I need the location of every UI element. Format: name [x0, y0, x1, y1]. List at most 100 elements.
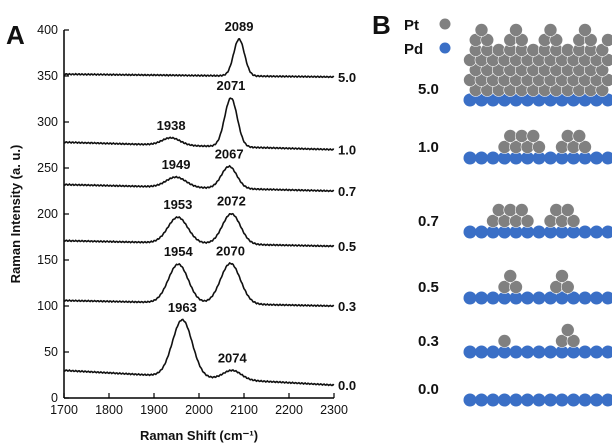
pt-atom — [503, 269, 518, 283]
pd-atom — [590, 345, 603, 359]
pt-atom — [560, 43, 575, 57]
pt-atom — [514, 129, 529, 143]
pt-atom — [560, 203, 575, 217]
pt-atom — [509, 280, 523, 294]
pd-atom — [601, 393, 612, 407]
model-row-label: 5.0 — [418, 81, 439, 98]
pt-atom — [526, 129, 541, 143]
pd-atom — [498, 393, 511, 407]
pd-atom — [498, 93, 511, 107]
pd-atom — [486, 291, 500, 305]
pd-atom — [463, 93, 477, 107]
pd-atom — [509, 393, 523, 407]
pd-atom — [555, 93, 569, 107]
pd-atom — [601, 345, 612, 359]
y-tick-label: 200 — [37, 207, 58, 221]
y-tick-label: 250 — [37, 161, 58, 175]
pd-atom — [509, 225, 523, 239]
model-row-label: 0.0 — [418, 381, 439, 398]
pd-atom — [544, 93, 557, 107]
series-label: 0.3 — [338, 299, 356, 314]
pd-atom — [555, 151, 569, 165]
raman-chart: 1700 1800 1900 2000 2100 2200 2300 0 50 100 150 20… — [8, 19, 356, 443]
series-label: 0.7 — [338, 184, 356, 199]
peak-label: 1938 — [157, 118, 186, 133]
pd-atom — [555, 291, 569, 305]
x-ticks: 1700 1800 1900 2000 2100 2200 2300 — [50, 393, 348, 417]
legend-label: Pt — [404, 17, 419, 34]
pt-atom — [560, 129, 575, 143]
pt-atom — [578, 140, 592, 154]
x-axis-label: Raman Shift (cm⁻¹) — [140, 428, 258, 443]
pd-atom — [475, 225, 488, 239]
pd-atom — [567, 345, 580, 359]
peak-label: 2071 — [216, 78, 245, 93]
pd-atom — [567, 93, 580, 107]
x-tick-label: 2300 — [320, 403, 348, 417]
pd-atom — [475, 151, 488, 165]
x-tick-label: 2200 — [275, 403, 303, 417]
pt-atom — [520, 214, 535, 228]
pd-atom — [578, 93, 592, 107]
y-tick-label: 350 — [37, 69, 58, 83]
y-tick-label: 300 — [37, 115, 58, 129]
pd-atom — [601, 225, 612, 239]
peak-label: 2070 — [216, 243, 245, 258]
legend-label: Pd — [404, 41, 423, 58]
pd-atom — [532, 225, 546, 239]
pt-atom — [491, 43, 506, 57]
atomic-models: 5.0 1.0 0.7 0.5 0.3 0.0 — [418, 23, 612, 407]
peak-label: 1954 — [164, 244, 194, 259]
pd-atom — [555, 345, 569, 359]
pd-atom — [532, 151, 546, 165]
pt-atom — [503, 203, 518, 217]
y-tick-label: 100 — [37, 299, 58, 313]
pd-atom — [578, 291, 592, 305]
pd-atom — [578, 393, 592, 407]
y-tick-label: 50 — [44, 345, 58, 359]
pd-atom — [532, 393, 546, 407]
pt-atom — [532, 140, 546, 154]
series-label: 0.5 — [338, 239, 356, 254]
pd-atom — [521, 393, 534, 407]
pt-atom — [555, 269, 569, 283]
pd-atom — [463, 393, 477, 407]
model-row-label: 0.3 — [418, 333, 439, 350]
pd-atom — [475, 345, 488, 359]
pd-atom — [521, 93, 534, 107]
spectrum-line — [63, 164, 335, 193]
pt-atom — [560, 280, 575, 294]
pt-atom — [514, 203, 529, 217]
y-ticks: 0 50 100 150 200 250 300 350 400 — [37, 23, 69, 405]
spectrum-line — [63, 97, 335, 152]
pt-atom — [509, 23, 523, 37]
pd-atom — [590, 393, 603, 407]
peak-label: 1963 — [168, 300, 197, 315]
pd-atom — [509, 151, 523, 165]
pd-atom — [509, 345, 523, 359]
pd-atom — [463, 345, 477, 359]
pd-legend-marker — [439, 42, 451, 54]
pd-atom — [509, 93, 523, 107]
pd-atom — [521, 291, 534, 305]
peak-label: 1953 — [163, 197, 192, 212]
peak-label: 2089 — [225, 19, 254, 34]
spectrum-line — [63, 212, 335, 248]
pd-atom — [601, 93, 612, 107]
pt-legend-marker — [439, 18, 451, 30]
pd-atom — [590, 93, 603, 107]
pd-atom — [555, 225, 569, 239]
panel-b-letter: B — [372, 10, 391, 40]
pd-atom — [498, 225, 511, 239]
pt-atom — [578, 23, 592, 37]
pd-atom — [498, 291, 511, 305]
pt-atom — [566, 214, 581, 228]
pd-atom — [463, 225, 477, 239]
pt-atom — [560, 323, 575, 337]
pd-atom — [590, 291, 603, 305]
series-label: 5.0 — [338, 70, 356, 85]
peak-labels: 2089 1938 2071 1949 2067 1953 2072 1954 2070 1963… — [157, 19, 254, 365]
pd-atom — [463, 291, 477, 305]
legend: Pt Pd — [404, 17, 451, 58]
pt-atom — [566, 334, 581, 348]
